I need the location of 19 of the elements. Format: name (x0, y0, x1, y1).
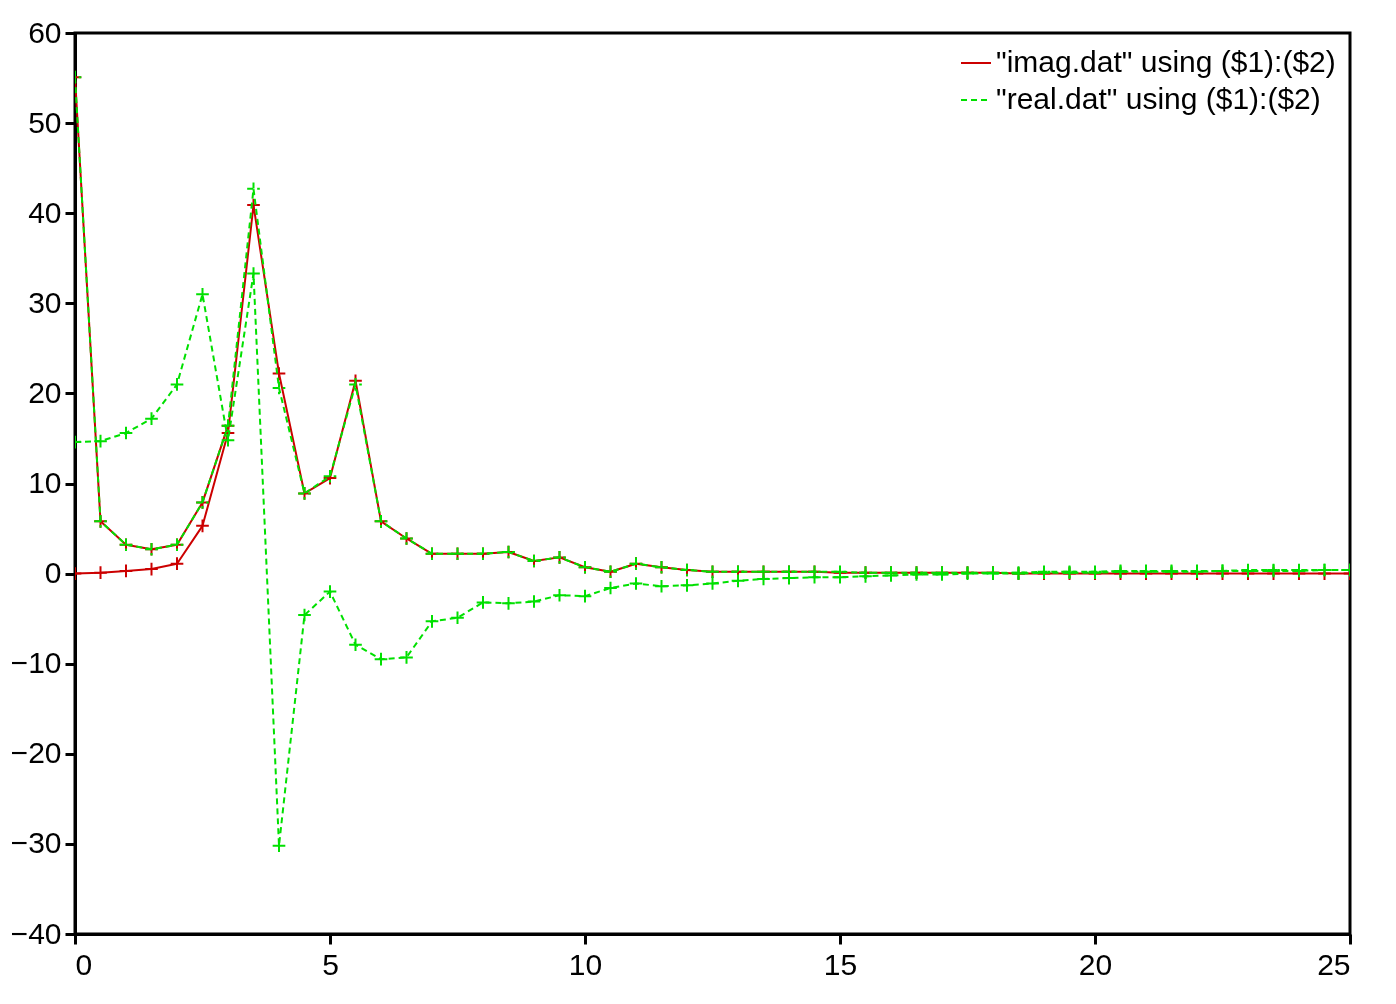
x-tick-label: 25 (1317, 947, 1351, 981)
legend-label: "real.dat" using ($1):($2) (996, 82, 1321, 115)
y-tick-label: −30 (10, 826, 62, 860)
y-tick-label: 0 (44, 556, 62, 590)
x-tick-label: 20 (1078, 947, 1113, 981)
x-tick-label: 10 (568, 947, 603, 981)
y-tick-label: −10 (10, 646, 62, 680)
legend-label: "imag.dat" using ($1):($2) (996, 45, 1336, 78)
x-tick-label: 15 (823, 947, 858, 981)
x-tick-label: 0 (75, 947, 93, 981)
y-tick-label: 10 (28, 466, 62, 499)
y-tick-label: 40 (28, 195, 62, 229)
y-tick-label: 20 (28, 375, 62, 409)
y-tick-label: −40 (10, 916, 62, 950)
y-tick-label: 50 (28, 105, 62, 139)
x-tick-label: 5 (322, 947, 339, 981)
y-tick-label: 30 (28, 285, 62, 319)
y-tick-label: 60 (28, 15, 62, 49)
y-tick-label: −20 (10, 736, 62, 770)
